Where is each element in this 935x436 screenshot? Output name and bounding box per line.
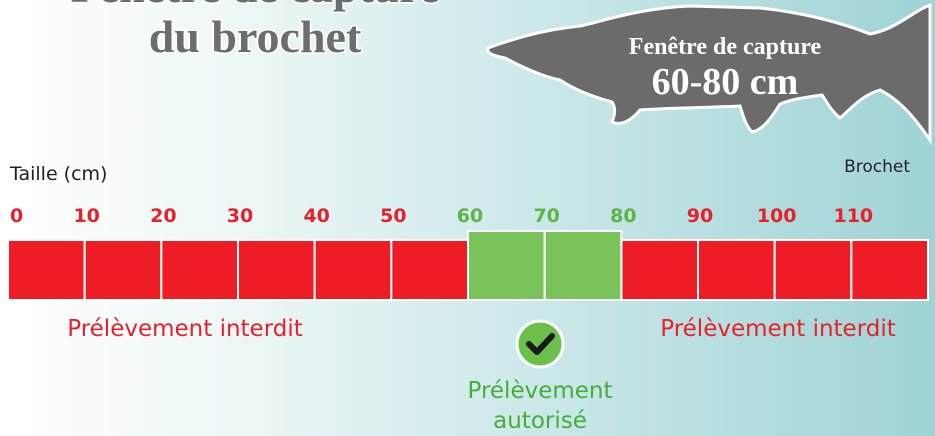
tick-label: 80: [610, 205, 636, 227]
infographic: Fenêtre de capture du brochet Fenêtre de…: [0, 0, 935, 436]
zone-label: Prélèvement: [467, 378, 612, 404]
title-line: du brochet: [149, 11, 362, 62]
tick-label: 40: [303, 205, 329, 227]
allowed-segment: [468, 231, 545, 300]
ruler-segment: [851, 240, 928, 300]
allowed-segment: [545, 231, 622, 300]
pike-label: Brochet: [844, 157, 910, 177]
ruler-segment: [698, 240, 775, 300]
zone-label: autorisé: [493, 408, 587, 434]
ruler-segment: [238, 240, 315, 300]
tick-label: 50: [380, 205, 406, 227]
ruler-segment: [621, 240, 698, 300]
tick-label: 20: [150, 205, 176, 227]
axis-label: Taille (cm): [9, 163, 107, 185]
tick-label: 100: [757, 205, 797, 227]
ruler-segment: [8, 240, 85, 300]
tick-label: 30: [227, 205, 253, 227]
ruler-segment: [391, 240, 468, 300]
canvas: Fenêtre de capture du brochet Fenêtre de…: [0, 0, 935, 436]
check-icon: [517, 321, 563, 367]
tick-label: 0: [10, 205, 23, 227]
tick-label: 90: [687, 205, 713, 227]
zone-label: Prélèvement interdit: [660, 316, 896, 342]
pike-caption: 60-80 cm: [652, 61, 799, 103]
tick-label: 10: [73, 205, 99, 227]
ruler-segment: [775, 240, 852, 300]
pike-caption: Fenêtre de capture: [629, 34, 822, 60]
ruler-segment: [85, 240, 162, 300]
tick-label: 70: [533, 205, 559, 227]
ruler: 0 10 20 30 40 50 60 70 80 90 100 110: [8, 205, 928, 300]
tick-label: 110: [833, 205, 873, 227]
zone-label: Prélèvement interdit: [67, 316, 303, 342]
ruler-segment: [315, 240, 392, 300]
tick-label: 60: [457, 205, 483, 227]
ruler-segment: [161, 240, 238, 300]
